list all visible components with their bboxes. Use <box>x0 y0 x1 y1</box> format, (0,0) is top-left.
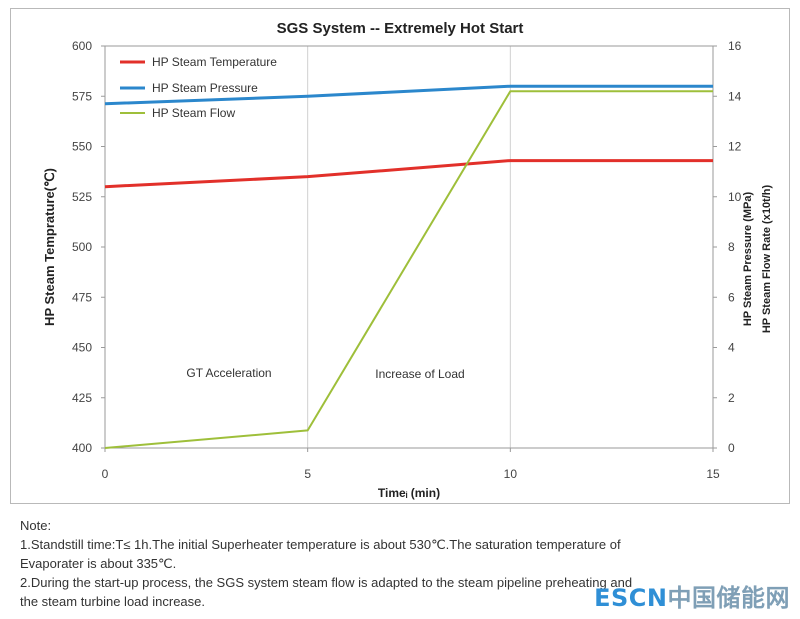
y-left-tick-label: 450 <box>72 341 92 355</box>
y-left-tick-label: 550 <box>72 140 92 154</box>
y-left-tick-label: 500 <box>72 240 92 254</box>
notes-line-3: 2.During the start-up process, the SGS s… <box>20 575 633 590</box>
notes-line-1: 1.Standstill time:T≤ 1h.The initial Supe… <box>20 537 621 552</box>
legend-label-hp-steam-temperature: HP Steam Temperature <box>152 55 277 69</box>
notes-line-2: Evaporater is about 335℃. <box>20 556 177 571</box>
annotation-increase-of-load: Increase of Load <box>375 367 464 381</box>
y-right-tick-label: 16 <box>728 39 742 53</box>
series-line-hp-steam-flow <box>104 90 713 449</box>
y-left-tick-label: 600 <box>72 39 92 53</box>
x-tick-label: 0 <box>102 467 109 481</box>
chart: SGS System -- Extremely Hot Start 0 5 10 15 4… <box>42 20 773 500</box>
y-right-axis-label-pressure: HP Steam Pressure (MPa) <box>742 192 754 327</box>
x-axis-label: Timeᵢ (min) <box>378 486 440 500</box>
chart-frame <box>10 8 790 504</box>
notes-heading: Note: <box>20 518 52 533</box>
y-right-tick-label: 12 <box>728 140 742 154</box>
notes: Note: 1.Standstill time:T≤ 1h.The initia… <box>20 516 780 611</box>
watermark-chinese: 中国储能网 <box>667 584 790 612</box>
series-line-hp-steam-pressure <box>104 84 713 106</box>
y-right-tick-label: 2 <box>728 391 735 405</box>
y-left-tick-label: 475 <box>72 290 92 304</box>
notes-line-4: the steam turbine load increase. <box>20 594 205 609</box>
annotation-gt-acceleration: GT Acceleration <box>186 366 271 380</box>
y-right-tick-label: 6 <box>728 290 735 304</box>
y-right-tick-label: 4 <box>728 341 735 355</box>
legend-label-hp-steam-flow: HP Steam Flow <box>152 106 235 120</box>
y-right-tick-label: 0 <box>728 441 735 455</box>
y-left-tick-label: 525 <box>72 190 92 204</box>
x-tick-label: 15 <box>706 467 720 481</box>
y-left-axis-label: HP Steam Temprature(℃) <box>42 168 57 326</box>
y-right-tick-label: 10 <box>728 190 742 204</box>
y-left-tick-label: 400 <box>72 441 92 455</box>
y-left-tick-label: 575 <box>72 89 92 103</box>
x-tick-label: 10 <box>504 467 518 481</box>
watermark-latin: ESCN <box>594 584 668 612</box>
y-right-tick-label: 8 <box>728 240 735 254</box>
watermark: ESCN中国储能网 <box>594 578 790 613</box>
series-line-hp-steam-temperature <box>104 159 713 189</box>
chart-title: SGS System -- Extremely Hot Start <box>277 20 524 37</box>
x-tick-label: 5 <box>304 467 311 481</box>
y-right-tick-label: 14 <box>728 89 742 103</box>
y-left-tick-label: 425 <box>72 391 92 405</box>
y-right-axis-label-flow: HP Steam Flow Rate (x10t/h) <box>761 185 773 334</box>
legend-label-hp-steam-pressure: HP Steam Pressure <box>152 81 258 95</box>
